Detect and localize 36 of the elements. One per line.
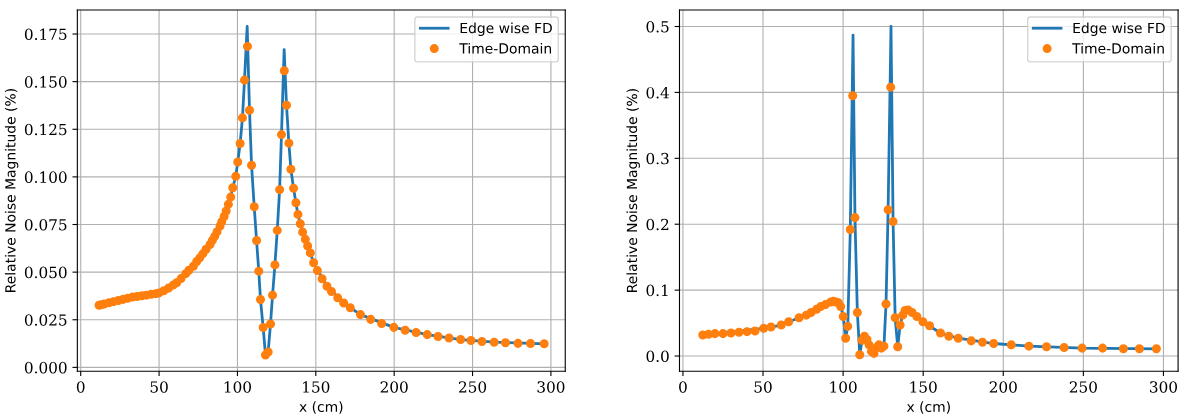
y-tick-label: 0.175 xyxy=(24,28,67,41)
x-tick-label: 200 xyxy=(989,381,1017,393)
y-tick-label: 0.100 xyxy=(24,171,67,183)
y-tick-label: 0.000 xyxy=(24,361,67,374)
legend-label: Time-Domain xyxy=(1072,42,1164,54)
y-tick-label: 0.125 xyxy=(24,123,67,136)
legend-label: Edge wise FD xyxy=(460,22,552,36)
y-axis-title: Relative Noise Magnitude (%) xyxy=(626,89,640,292)
y-tick-label: 0.075 xyxy=(24,218,67,231)
x-tick-label: 150 xyxy=(303,381,330,393)
y-tick-label: 0.050 xyxy=(24,266,67,279)
y-tick-label: 0.2 xyxy=(646,218,669,231)
x-tick-label: 150 xyxy=(910,381,937,393)
x-tick-label: 200 xyxy=(380,381,408,393)
y-axis-title: Relative Noise Magnitude (%) xyxy=(4,89,19,292)
y-tick-label: 0.4 xyxy=(646,86,669,99)
x-axis-title: x (cm) xyxy=(299,401,343,414)
y-tick-label: 0.1 xyxy=(646,284,668,297)
y-tick-label: 0.150 xyxy=(24,76,67,88)
x-tick-label: 100 xyxy=(224,381,252,393)
x-tick-label: 300 xyxy=(537,381,565,393)
x-tick-label: 250 xyxy=(459,381,487,393)
y-tick-label: 0.025 xyxy=(24,314,67,326)
legend-label: Edge wise FD xyxy=(1073,22,1165,36)
y-tick-label: 0.5 xyxy=(646,20,669,33)
legend-label: Time-Domain xyxy=(459,42,551,54)
x-tick-label: 0 xyxy=(76,381,85,393)
x-axis-title: x (cm) xyxy=(906,401,950,414)
x-tick-label: 300 xyxy=(1150,381,1178,393)
y-tick-label: 0.0 xyxy=(646,350,669,363)
x-tick-label: 0 xyxy=(679,381,687,393)
x-tick-label: 50 xyxy=(754,381,772,393)
y-tick-label: 0.3 xyxy=(646,152,669,165)
x-tick-label: 250 xyxy=(1069,381,1097,393)
x-tick-label: 100 xyxy=(830,381,857,393)
x-tick-label: 50 xyxy=(150,381,168,393)
